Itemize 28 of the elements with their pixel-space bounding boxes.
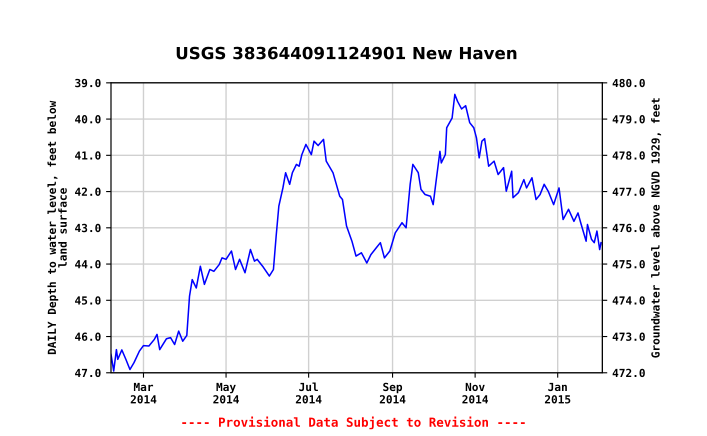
y-tick-label: 46.0 [75, 332, 101, 341]
y2-tick-label: 474.0 [612, 296, 645, 305]
y2-tick-label: 475.0 [612, 260, 645, 268]
x-tick-label: Nov 2014 [462, 382, 488, 404]
y2-axis-title: Groundwater level above NGVD 1929, feet [651, 98, 662, 358]
chart-title: USGS 383644091124901 New Haven [176, 46, 516, 60]
y-tick-label: 42.0 [75, 188, 101, 196]
y-tick-label: 47.0 [75, 368, 101, 378]
x-tick-label: Sep 2014 [380, 382, 406, 404]
text: ---- Provisional Data Subject to Revision ---- [182, 416, 525, 430]
x-tick-label: May 2014 [213, 382, 239, 404]
y2-tick-label: 479.0 [612, 115, 645, 124]
y2-tick-label: 472.0 [612, 368, 645, 378]
x-tick-label: Mar 2014 [130, 382, 156, 404]
y-tick-label: 39.0 [75, 78, 101, 88]
y2-tick-label: 480.0 [612, 78, 645, 88]
y2-tick-label: 478.0 [612, 151, 645, 160]
y-tick-label: 44.0 [75, 260, 101, 268]
y2-tick-label: 476.0 [612, 224, 645, 232]
y-tick-label: 45.0 [75, 296, 101, 305]
y-axis-title: DAILY Depth to water level, feet below land surface [47, 100, 67, 354]
y-tick-label: 40.0 [75, 115, 101, 124]
y2-tick-label: 473.0 [612, 332, 645, 341]
y2-tick-label: 477.0 [612, 188, 645, 196]
y-tick-label: 43.0 [75, 224, 101, 232]
y-tick-label: 41.0 [75, 151, 101, 160]
x-tick-label: Jan 2015 [544, 382, 570, 404]
x-tick-label: Jul 2014 [296, 382, 322, 404]
